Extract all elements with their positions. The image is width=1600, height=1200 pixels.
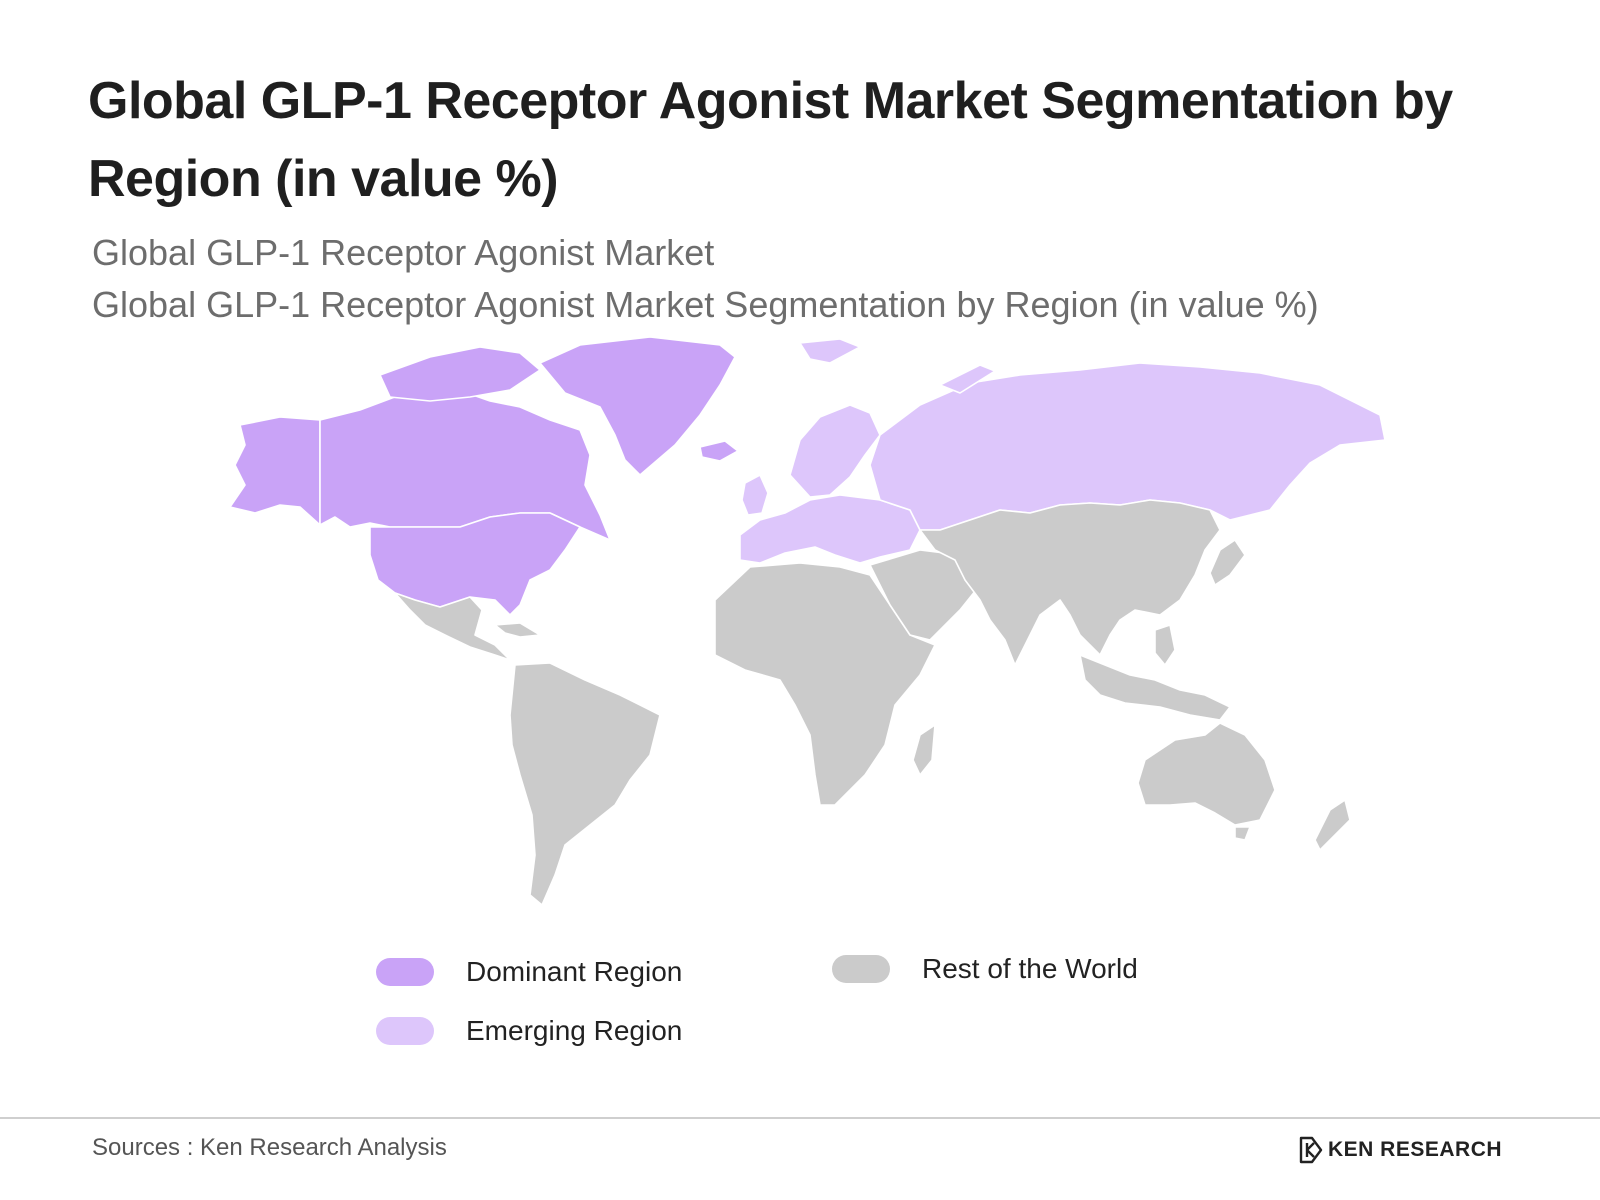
region-latin-america-north	[394, 592, 511, 661]
region-arctic-islands	[379, 346, 541, 402]
region-greenland	[539, 336, 736, 476]
region-south-america	[509, 662, 661, 906]
source-note: Sources : Ken Research Analysis	[92, 1134, 447, 1161]
region-svalbard	[799, 338, 861, 364]
region-canada	[319, 386, 611, 541]
legend-label-rest: Rest of the World	[922, 953, 1138, 984]
region-australia	[1137, 722, 1276, 826]
footer-divider	[0, 1117, 1600, 1119]
subtitle-market: Global GLP-1 Receptor Agonist Market	[92, 232, 715, 273]
legend-label-emerging: Emerging Region	[466, 1015, 683, 1046]
region-asia	[919, 499, 1221, 666]
region-alaska	[229, 416, 321, 526]
legend-swatch-rest	[832, 955, 890, 983]
region-europe	[739, 494, 921, 564]
region-madagascar	[912, 724, 936, 776]
world-map	[229, 336, 1386, 906]
region-uk	[741, 474, 769, 516]
subtitle-segmentation: Global GLP-1 Receptor Agonist Market Seg…	[92, 284, 1319, 325]
region-novaya-zemlya	[939, 364, 996, 394]
legend-label-dominant: Dominant Region	[466, 956, 683, 987]
page-title: Global GLP-1 Receptor Agonist Market Seg…	[88, 72, 1453, 208]
region-scandinavia	[789, 404, 881, 498]
brand-name: KEN RESEARCH	[1328, 1138, 1503, 1161]
region-tasmania	[1234, 826, 1251, 841]
region-middle-east	[869, 549, 981, 641]
legend-emerging: Emerging Region	[376, 1011, 682, 1051]
region-africa	[714, 562, 936, 806]
legend-swatch-emerging	[376, 1017, 434, 1045]
legend-rest: Rest of the World	[832, 949, 1138, 989]
region-japan	[1209, 539, 1246, 586]
legend-dominant: Dominant Region	[376, 952, 682, 992]
legend-swatch-dominant	[376, 958, 434, 986]
region-philippines	[1154, 624, 1176, 666]
region-iceland	[699, 440, 739, 462]
region-southeast-asia	[1079, 654, 1231, 721]
region-caribbean	[494, 622, 541, 638]
ken-research-logo-icon	[1299, 1136, 1323, 1164]
brand-logo: KEN RESEARCH	[1298, 1136, 1502, 1164]
region-new-zealand	[1314, 799, 1351, 851]
